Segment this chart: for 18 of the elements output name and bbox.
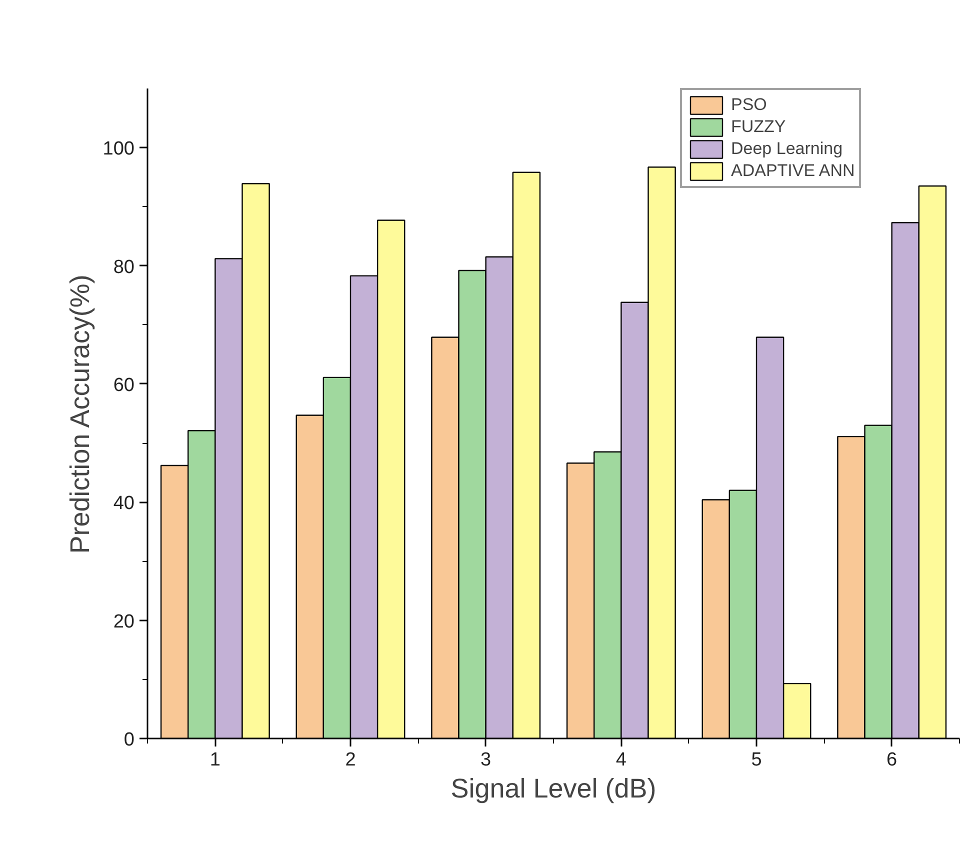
x-tick-label: 4 (616, 750, 627, 770)
x-tick-label: 5 (751, 750, 762, 770)
y-tick-label: 20 (113, 611, 135, 632)
y-tick-label: 0 (124, 730, 135, 750)
y-tick-label: 60 (113, 374, 135, 396)
x-tick-label: 3 (480, 750, 492, 770)
y-tick-label: 100 (102, 138, 134, 160)
x-tick-label: 1 (210, 750, 220, 770)
y-tick-label: 40 (113, 493, 135, 514)
x-tick-label: 2 (345, 750, 356, 770)
y-axis-title: Prediction Accuracy(%) (64, 274, 95, 554)
legend-label: FUZZY (731, 116, 786, 138)
legend-label: Deep Learning (731, 138, 843, 160)
x-axis-title: Signal Level (dB) (450, 774, 656, 804)
y-tick-label: 80 (113, 256, 135, 278)
x-tick-label: 6 (886, 750, 898, 770)
legend-label: PSO (731, 94, 767, 116)
legend-label: ADAPTIVE ANN (731, 160, 855, 182)
